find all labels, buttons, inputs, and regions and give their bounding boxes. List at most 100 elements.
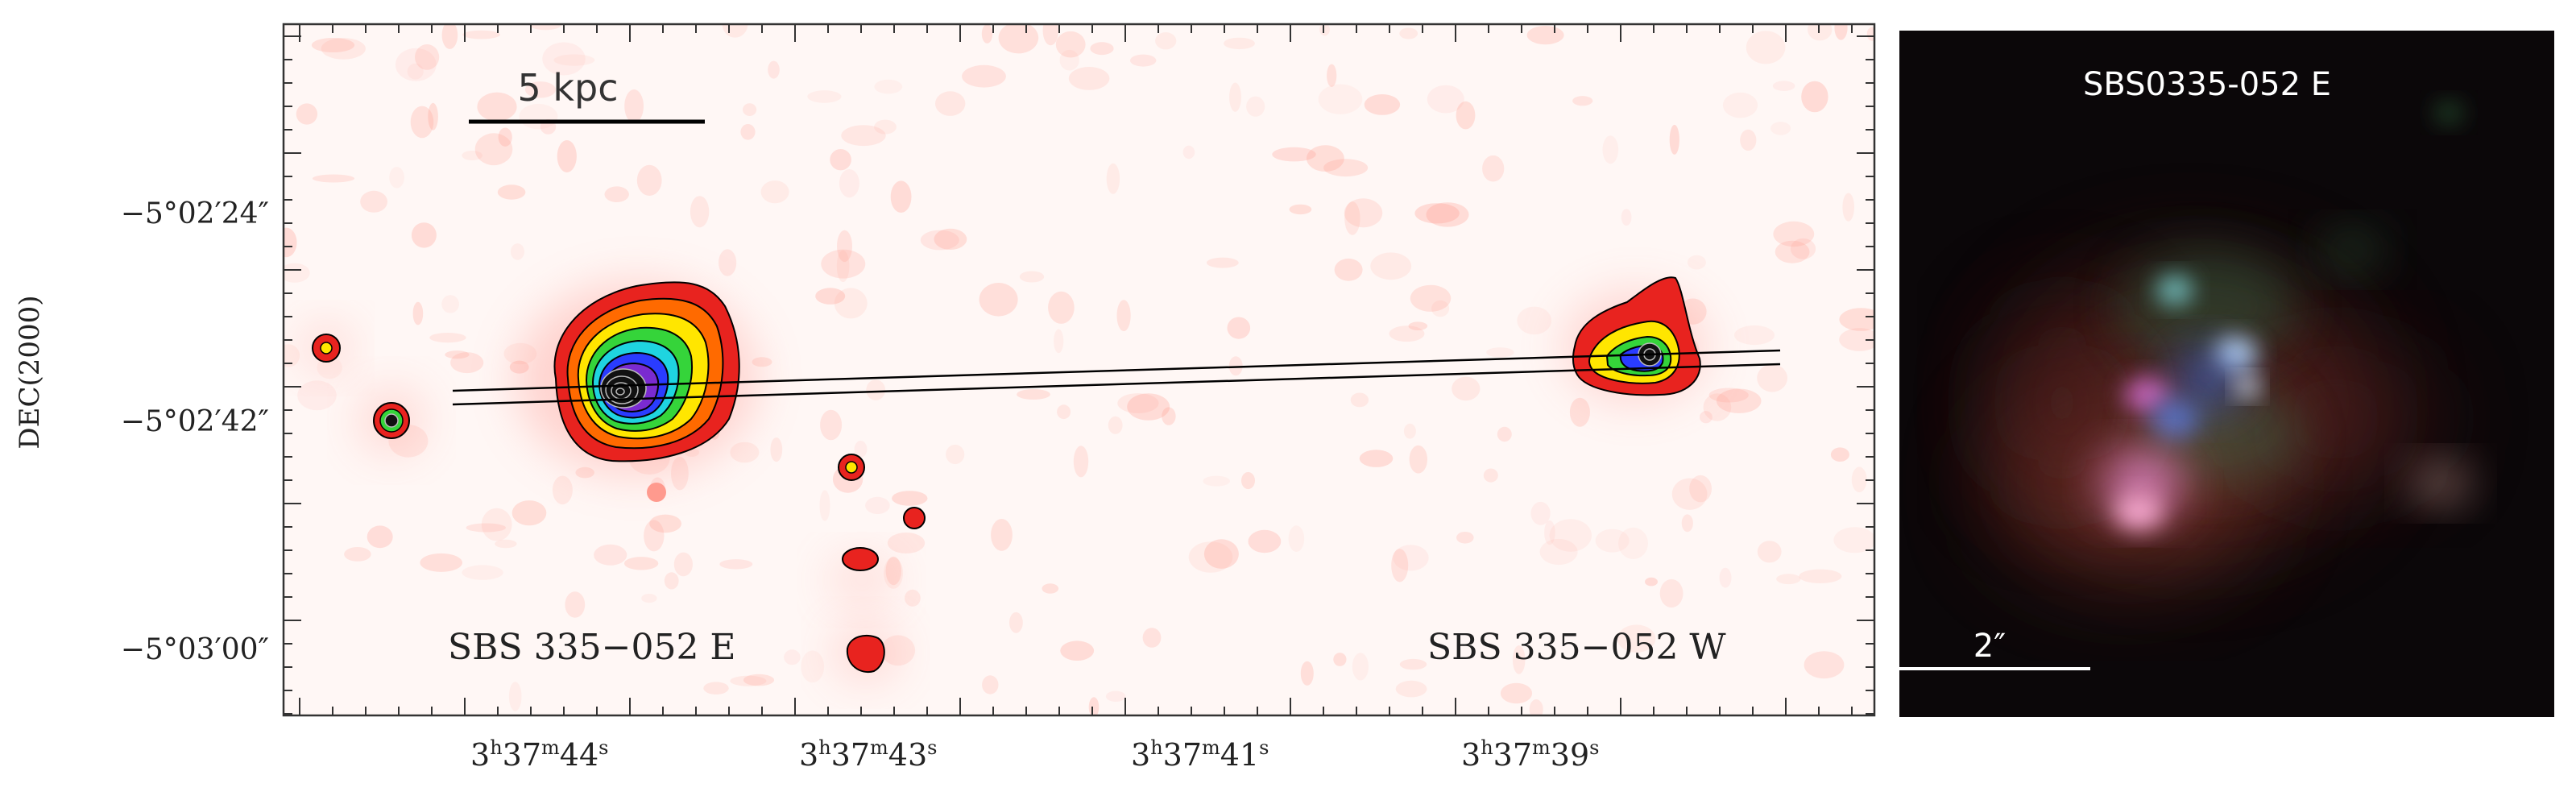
noise-blob xyxy=(1300,661,1314,686)
noise-blob xyxy=(841,125,886,147)
noise-blob xyxy=(1105,690,1126,702)
noise-blob xyxy=(1776,574,1801,585)
noise-blob xyxy=(312,174,355,183)
noise-blob xyxy=(1155,32,1177,50)
noise-blob xyxy=(854,441,868,458)
noise-blob xyxy=(511,243,524,260)
noise-blob xyxy=(1808,24,1833,41)
noise-blob xyxy=(1327,64,1337,88)
noise-blob xyxy=(477,92,517,122)
noise-blob xyxy=(890,180,912,213)
noise-blob xyxy=(1333,653,1347,666)
noise-blob xyxy=(1246,96,1265,117)
noise-blob xyxy=(1182,145,1195,160)
noise-blob xyxy=(1687,255,1706,270)
noise-blob xyxy=(1393,545,1429,571)
noise-blob xyxy=(1350,392,1369,408)
source-label-west: SBS 335−052 W xyxy=(1427,627,1726,668)
noise-blob xyxy=(820,409,843,441)
noise-blob xyxy=(1054,329,1064,354)
map-frame xyxy=(282,23,1876,717)
noise-blob xyxy=(344,547,371,562)
source-west-contours xyxy=(1572,276,1701,396)
noise-blob xyxy=(982,675,999,694)
noise-blob xyxy=(367,525,393,549)
noise-blob xyxy=(636,164,662,196)
noise-blob xyxy=(836,250,850,283)
noise-blob xyxy=(462,151,483,160)
noise-blob xyxy=(673,552,694,577)
noise-blob xyxy=(1569,397,1590,427)
noise-blob xyxy=(1839,308,1874,331)
noise-blob xyxy=(284,344,300,367)
noise-blob xyxy=(623,557,659,570)
slit-lines xyxy=(452,349,1781,406)
noise-blob xyxy=(575,466,594,479)
noise-blob xyxy=(664,572,679,590)
noise-blob xyxy=(495,539,517,549)
noise-blob xyxy=(1364,93,1401,115)
noise-blob xyxy=(1272,147,1316,162)
noise-blob xyxy=(1206,257,1239,268)
noise-blob xyxy=(1669,124,1679,155)
noise-blob xyxy=(1318,84,1363,114)
noise-blob xyxy=(1108,416,1123,434)
noise-blob xyxy=(407,63,424,80)
scale-bar-label: 5 kpc xyxy=(517,66,618,110)
noise-blob xyxy=(411,222,437,248)
noise-blob xyxy=(1009,612,1023,633)
noise-blob xyxy=(1734,325,1775,346)
noise-blob xyxy=(719,249,737,276)
noise-blob xyxy=(1716,388,1762,413)
noise-blob xyxy=(962,64,1006,88)
noise-blob xyxy=(594,544,627,566)
noise-blob xyxy=(874,79,903,94)
noise-blob xyxy=(1595,529,1630,553)
noise-blob xyxy=(1790,238,1816,259)
noise-blob xyxy=(1409,445,1428,474)
y-tick-label-2: −5°02′42″ xyxy=(121,405,269,438)
noise-blob xyxy=(1839,328,1874,351)
noise-blob xyxy=(1719,567,1732,588)
noise-blob xyxy=(395,48,437,81)
noise-blob xyxy=(1059,49,1079,71)
noise-blob xyxy=(297,380,337,411)
noise-blob xyxy=(1456,532,1474,544)
noise-blob xyxy=(441,295,459,313)
noise-blob xyxy=(1830,447,1849,462)
noise-blob xyxy=(1740,129,1757,151)
noise-blob xyxy=(1722,92,1758,118)
noise-blob xyxy=(508,682,522,711)
noise-blob xyxy=(412,301,424,325)
noise-blob xyxy=(284,263,310,283)
noise-blob xyxy=(1289,204,1312,215)
noise-blob xyxy=(1833,527,1874,553)
noise-blob xyxy=(1188,541,1233,573)
noise-blob xyxy=(1529,699,1543,715)
noise-blob xyxy=(1512,645,1526,674)
noise-blob xyxy=(834,288,868,319)
noise-blob xyxy=(450,352,484,374)
y-tick-label-3: −5°03′00″ xyxy=(121,633,269,666)
noise-blob xyxy=(644,520,665,552)
noise-blob xyxy=(529,24,561,31)
noise-blob xyxy=(1426,202,1469,227)
noise-blob xyxy=(935,91,966,116)
noise-blob xyxy=(1403,423,1416,439)
noise-blob xyxy=(462,30,500,39)
noise-blob xyxy=(389,167,404,189)
noise-blob xyxy=(784,649,801,665)
noise-blob xyxy=(1757,541,1782,563)
noise-blob xyxy=(466,523,506,533)
noise-blob xyxy=(624,89,644,123)
source-halo xyxy=(830,556,894,604)
x-tick-label-4: 3h37m39s xyxy=(1461,736,1599,773)
noise-blob xyxy=(1486,347,1514,358)
noise-blob xyxy=(1227,317,1251,339)
noise-blob xyxy=(1106,163,1120,194)
noise-blob xyxy=(284,227,297,258)
noise-blob xyxy=(752,357,772,367)
noise-blob xyxy=(1757,364,1788,392)
noise-blob xyxy=(1090,42,1114,56)
